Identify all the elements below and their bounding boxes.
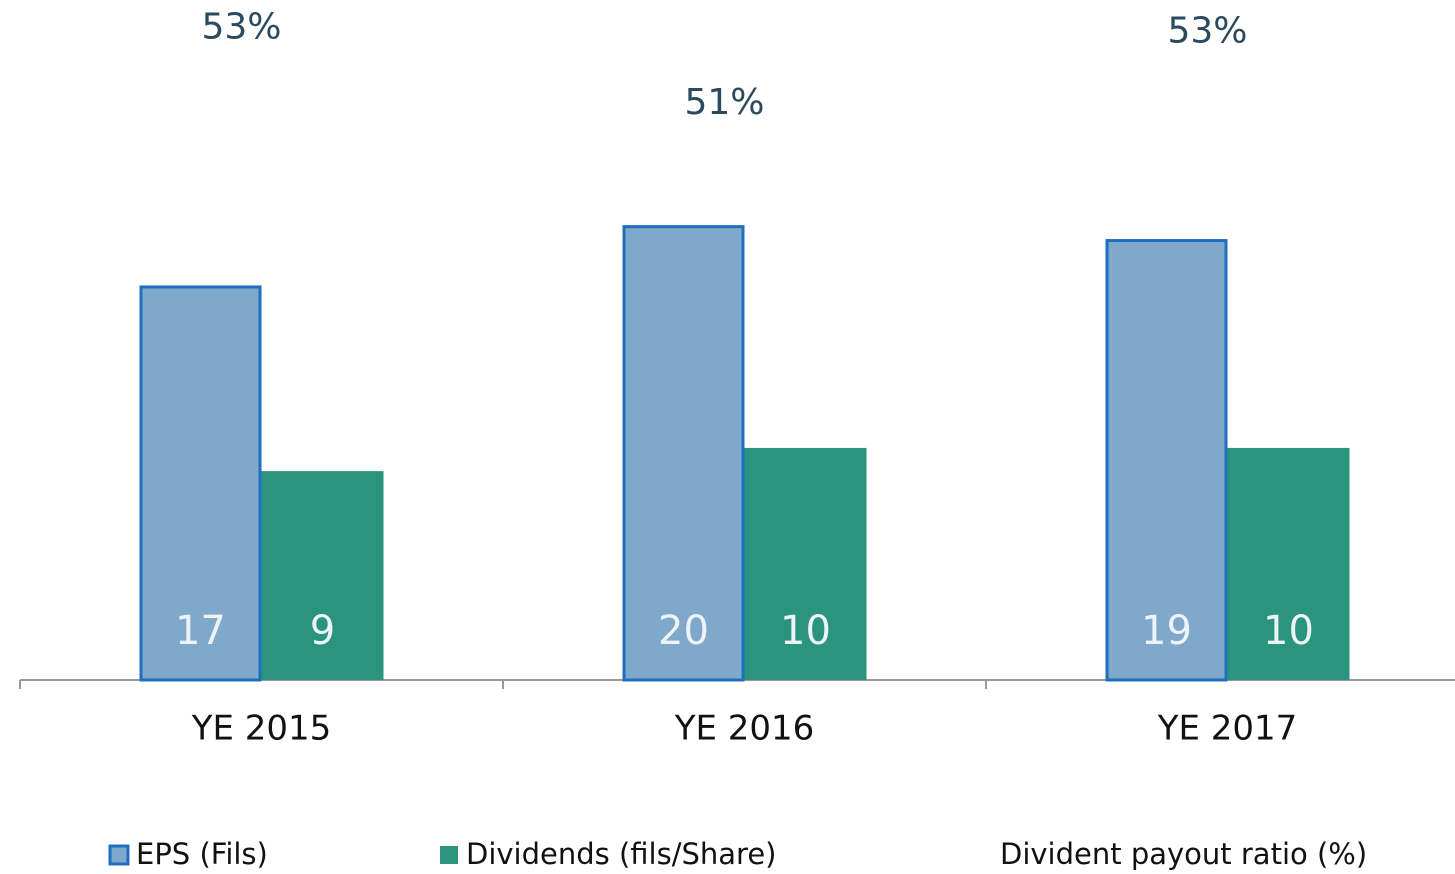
- ratio-label: 53%: [1167, 10, 1247, 51]
- value-label: 10: [1263, 608, 1314, 654]
- bar: [744, 447, 867, 680]
- bar: [1227, 447, 1350, 680]
- value-label: 9: [310, 608, 335, 654]
- x-tick-label: YE 2017: [1157, 709, 1298, 749]
- value-label: 19: [1141, 608, 1192, 654]
- legend-label: Dividends (fils/Share): [466, 837, 777, 871]
- bar: [622, 225, 745, 682]
- value-label: 10: [780, 608, 831, 654]
- x-tick-label: YE 2015: [191, 709, 332, 749]
- bar: [139, 285, 262, 682]
- value-label: 17: [175, 608, 226, 654]
- bar: [261, 471, 384, 680]
- legend-label: EPS (Fils): [136, 837, 268, 871]
- legend-swatch: [440, 846, 458, 864]
- legend-swatch: [108, 844, 130, 866]
- x-tick-label: YE 2016: [674, 709, 815, 749]
- value-label: 20: [658, 608, 709, 654]
- legend-label: Divident payout ratio (%): [1000, 837, 1367, 871]
- bar: [1105, 239, 1228, 682]
- ratio-label: 53%: [201, 7, 281, 48]
- ratio-label: 51%: [684, 82, 764, 123]
